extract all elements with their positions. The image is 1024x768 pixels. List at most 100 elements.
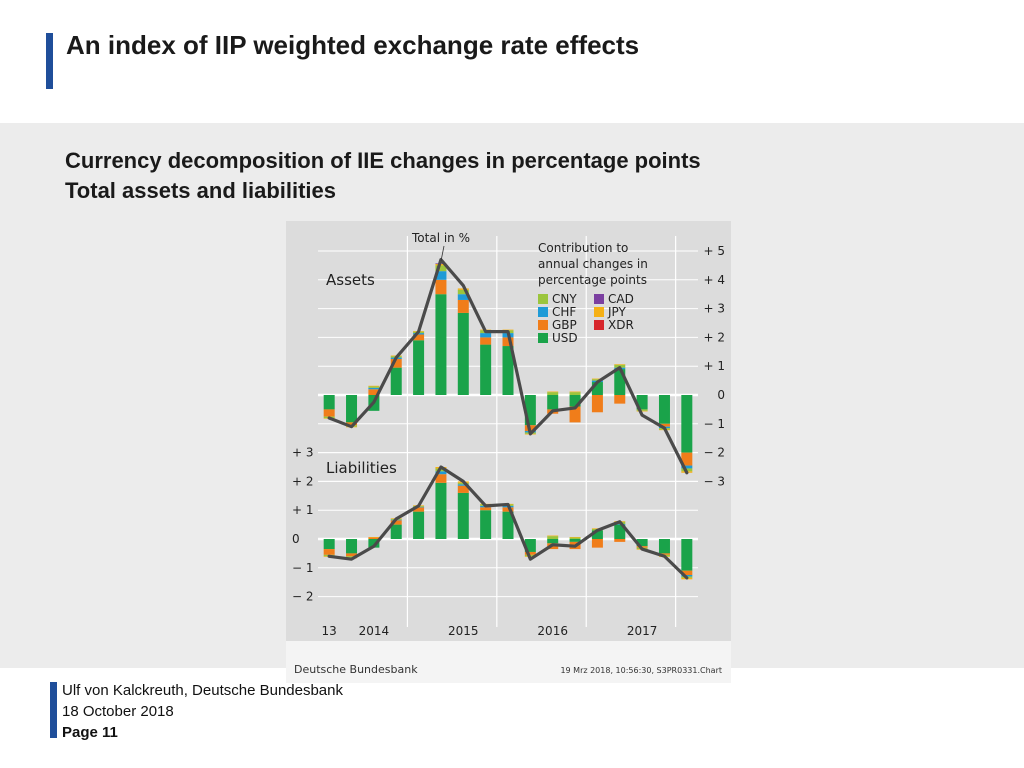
bar-segment-chf	[368, 387, 380, 390]
bar-segment-chf	[480, 333, 492, 338]
bar-segment-gbp	[591, 395, 603, 413]
total-in-percent-label: Total in %	[411, 231, 470, 245]
y-tick-label: − 2	[703, 446, 725, 460]
currency-decomposition-chart: + 5 + 4 + 3 + 2 + 1 0 − 1 − 2 − 3 + 3 + 2 + 1 0 − 1 − …	[286, 221, 731, 683]
bar-segment-usd	[547, 539, 559, 544]
total-callout-line	[440, 245, 445, 262]
bar-segment-cny	[346, 556, 358, 558]
bar-segment-gbp	[614, 539, 626, 542]
bar-segment-jpy	[368, 536, 380, 538]
footer: Ulf von Kalckreuth, Deutsche Bundesbank …	[62, 680, 343, 743]
legend-label-chf: CHF	[552, 305, 576, 319]
y-tick-label: + 2	[703, 330, 725, 344]
subtitle-line-2: Total assets and liabilities	[65, 178, 337, 203]
bar-segment-usd	[413, 340, 425, 395]
x-tick-label: 13	[322, 624, 337, 638]
footer-date: 18 October 2018	[62, 703, 174, 720]
bar-segment-chf	[435, 271, 447, 280]
bar-segment-usd	[323, 395, 335, 410]
legend-swatch-chf	[538, 307, 548, 317]
bar-segment-gbp	[658, 423, 670, 427]
x-tick-label: 2015	[448, 624, 479, 638]
bar-segment-chf	[435, 471, 447, 475]
x-tick-label: 2014	[359, 624, 390, 638]
bar-segment-usd	[591, 382, 603, 395]
bar-segment-gbp	[435, 474, 447, 483]
total-line-liabilities	[327, 465, 689, 580]
bar-segment-chf	[457, 294, 469, 300]
bar-segment-usd	[390, 367, 402, 395]
bar-segment-usd	[502, 346, 514, 395]
bar-segment-gbp	[368, 389, 380, 395]
footer-page-number: Page 11	[62, 724, 118, 741]
bar-segment-usd	[636, 539, 648, 547]
source-stamp: 19 Mrz 2018, 10:56:30, S3PR0331.Chart	[560, 666, 722, 675]
bar-segment-gbp	[681, 452, 693, 466]
panel-title-liabilities: Liabilities	[326, 459, 397, 477]
bar-segment-usd	[614, 524, 626, 539]
y-tick-label: − 2	[292, 590, 314, 604]
bar-segment-usd	[368, 539, 380, 548]
subtitle-line-1: Currency decomposition of IIE changes in…	[65, 148, 701, 173]
y-tick-label: − 1	[292, 561, 314, 575]
bar-segment-cny	[569, 537, 581, 539]
bar-segment-chf	[614, 524, 626, 525]
y-tick-label: + 3	[292, 446, 314, 460]
x-tick-label: 2016	[537, 624, 568, 638]
bar-segment-gbp	[614, 395, 626, 404]
bar-segment-jpy	[569, 391, 581, 393]
bar-segment-jpy	[614, 364, 626, 365]
legend-swatch-cad	[594, 294, 604, 304]
legend-title-line-1: Contribution to	[538, 241, 628, 255]
bar-segment-cny	[457, 289, 469, 295]
legend-label-gbp: GBP	[552, 318, 577, 332]
y-tick-label: 0	[717, 388, 725, 402]
bar-segment-usd	[658, 395, 670, 424]
bar-segment-gbp	[346, 553, 358, 557]
bar-segment-jpy	[591, 378, 603, 380]
bar-segment-gbp	[457, 299, 469, 313]
bar-segment-cny	[636, 409, 648, 411]
legend-label-cad: CAD	[608, 292, 634, 306]
bar-segment-usd	[681, 539, 693, 571]
bar-segment-gbp	[502, 337, 514, 347]
bar-segment-jpy	[502, 329, 514, 331]
bar-segment-usd	[502, 511, 514, 539]
legend-swatch-xdr	[594, 320, 604, 330]
bar-segment-jpy	[547, 535, 559, 537]
bar-segment-gbp	[480, 507, 492, 511]
bar-segment-gbp	[524, 551, 536, 555]
bar-segment-gbp	[457, 485, 469, 493]
x-tick-label: 2017	[627, 624, 658, 638]
bar-segment-chf	[681, 465, 693, 469]
bar-segment-gbp	[681, 570, 693, 575]
legend-swatch-cny	[538, 294, 548, 304]
legend-label-cny: CNY	[552, 292, 577, 306]
bar-segment-usd	[614, 369, 626, 395]
bar-segment-gbp	[323, 409, 335, 417]
legend-title-line-3: percentage points	[538, 273, 647, 287]
total-line-assets	[327, 258, 689, 475]
bar-segment-gbp	[502, 507, 514, 512]
bar-segment-gbp	[368, 537, 380, 539]
bar-segment-gbp	[346, 422, 358, 426]
bar-segment-usd	[569, 539, 581, 542]
y-tick-label: − 3	[703, 474, 725, 488]
bar-segment-cny	[435, 265, 447, 272]
bar-segment-usd	[413, 511, 425, 539]
bar-segment-usd	[658, 539, 670, 554]
legend-swatch-jpy	[594, 307, 604, 317]
bar-segment-usd	[524, 539, 536, 552]
source-name: Deutsche Bundesbank	[294, 663, 418, 676]
bar-segment-gbp	[390, 520, 402, 525]
bar-segment-gbp	[413, 334, 425, 341]
footer-author: Ulf von Kalckreuth, Deutsche Bundesbank	[62, 682, 343, 699]
legend-swatch-usd	[538, 333, 548, 343]
bar-segment-usd	[323, 539, 335, 550]
bar-segment-usd	[591, 530, 603, 539]
bar-segment-usd	[390, 524, 402, 539]
bar-segment-usd	[569, 395, 581, 407]
page-title: An index of IIP weighted exchange rate e…	[66, 30, 640, 60]
panel-title-assets: Assets	[326, 271, 375, 289]
y-tick-label: + 2	[292, 474, 314, 488]
